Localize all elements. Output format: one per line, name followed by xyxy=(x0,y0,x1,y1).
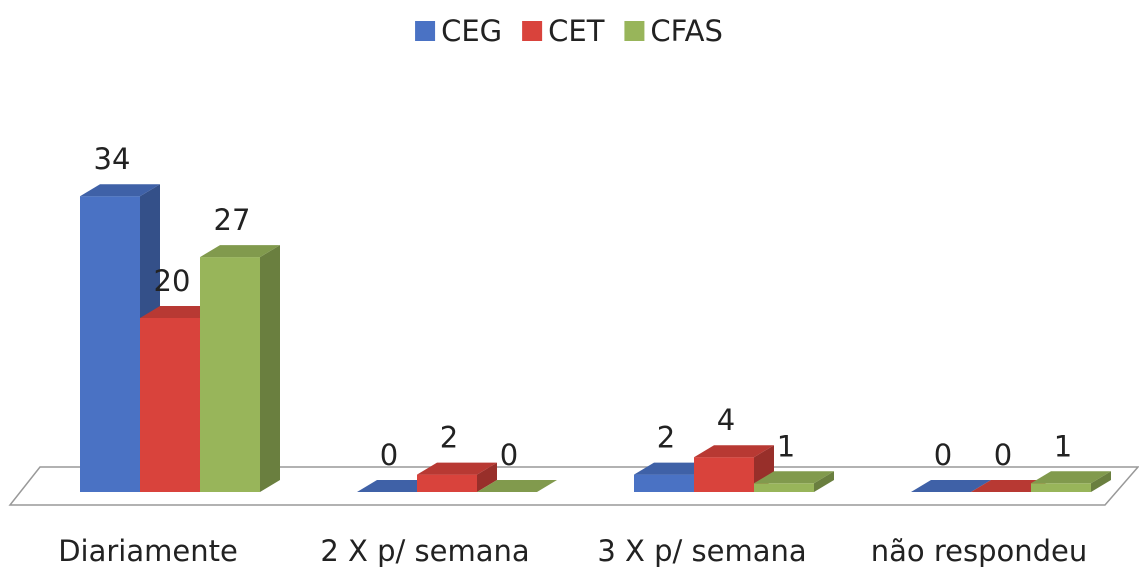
bar-side xyxy=(814,471,834,492)
value-label: 0 xyxy=(994,438,1012,472)
legend-label: CEG xyxy=(441,14,502,48)
bar xyxy=(477,480,557,492)
legend-swatch xyxy=(415,21,436,41)
bar-top xyxy=(417,462,497,475)
value-label: 27 xyxy=(214,203,251,237)
value-label: 1 xyxy=(1054,429,1072,463)
bar-side xyxy=(260,245,280,492)
value-label: 0 xyxy=(380,438,398,472)
value-label: 0 xyxy=(500,438,518,472)
bar-front xyxy=(80,196,140,492)
value-label: 0 xyxy=(934,438,952,472)
bar xyxy=(80,184,160,492)
bar-top xyxy=(80,184,160,197)
bar-top xyxy=(754,471,834,484)
bar xyxy=(417,462,497,492)
legend-swatch xyxy=(522,21,543,41)
value-label: 2 xyxy=(657,421,675,455)
bar-top xyxy=(200,245,280,258)
bar-side xyxy=(1091,471,1111,492)
legend-swatch xyxy=(624,21,645,41)
bar-front xyxy=(754,483,814,492)
bar-top xyxy=(1031,471,1111,484)
x-tick-label: 3 X p/ semana xyxy=(597,534,806,568)
value-label: 34 xyxy=(94,142,131,176)
legend-label: CET xyxy=(548,14,605,48)
x-tick-label: Diariamente xyxy=(58,534,238,568)
bar xyxy=(754,471,834,492)
legend-label: CFAS xyxy=(650,14,723,48)
bar-top xyxy=(694,445,774,458)
x-tick-label: não respondeu xyxy=(871,534,1088,568)
bar-front xyxy=(694,457,754,492)
bar-front xyxy=(200,257,260,492)
bar-front xyxy=(140,318,200,492)
legend: CEG CET CFAS xyxy=(415,14,723,48)
bar-side xyxy=(477,462,497,492)
x-tick-label: 2 X p/ semana xyxy=(320,534,529,568)
bar-top xyxy=(911,480,991,492)
bar xyxy=(1031,471,1111,492)
value-label: 4 xyxy=(717,403,735,437)
bar-top xyxy=(477,480,557,492)
value-label: 20 xyxy=(154,264,191,298)
bar xyxy=(200,245,280,492)
value-label: 1 xyxy=(777,429,795,463)
floor xyxy=(8,466,1139,506)
bar-front xyxy=(634,474,694,492)
bar-front xyxy=(417,474,477,492)
value-label: 2 xyxy=(440,421,458,455)
bar-front xyxy=(1031,483,1091,492)
bar xyxy=(911,480,991,492)
